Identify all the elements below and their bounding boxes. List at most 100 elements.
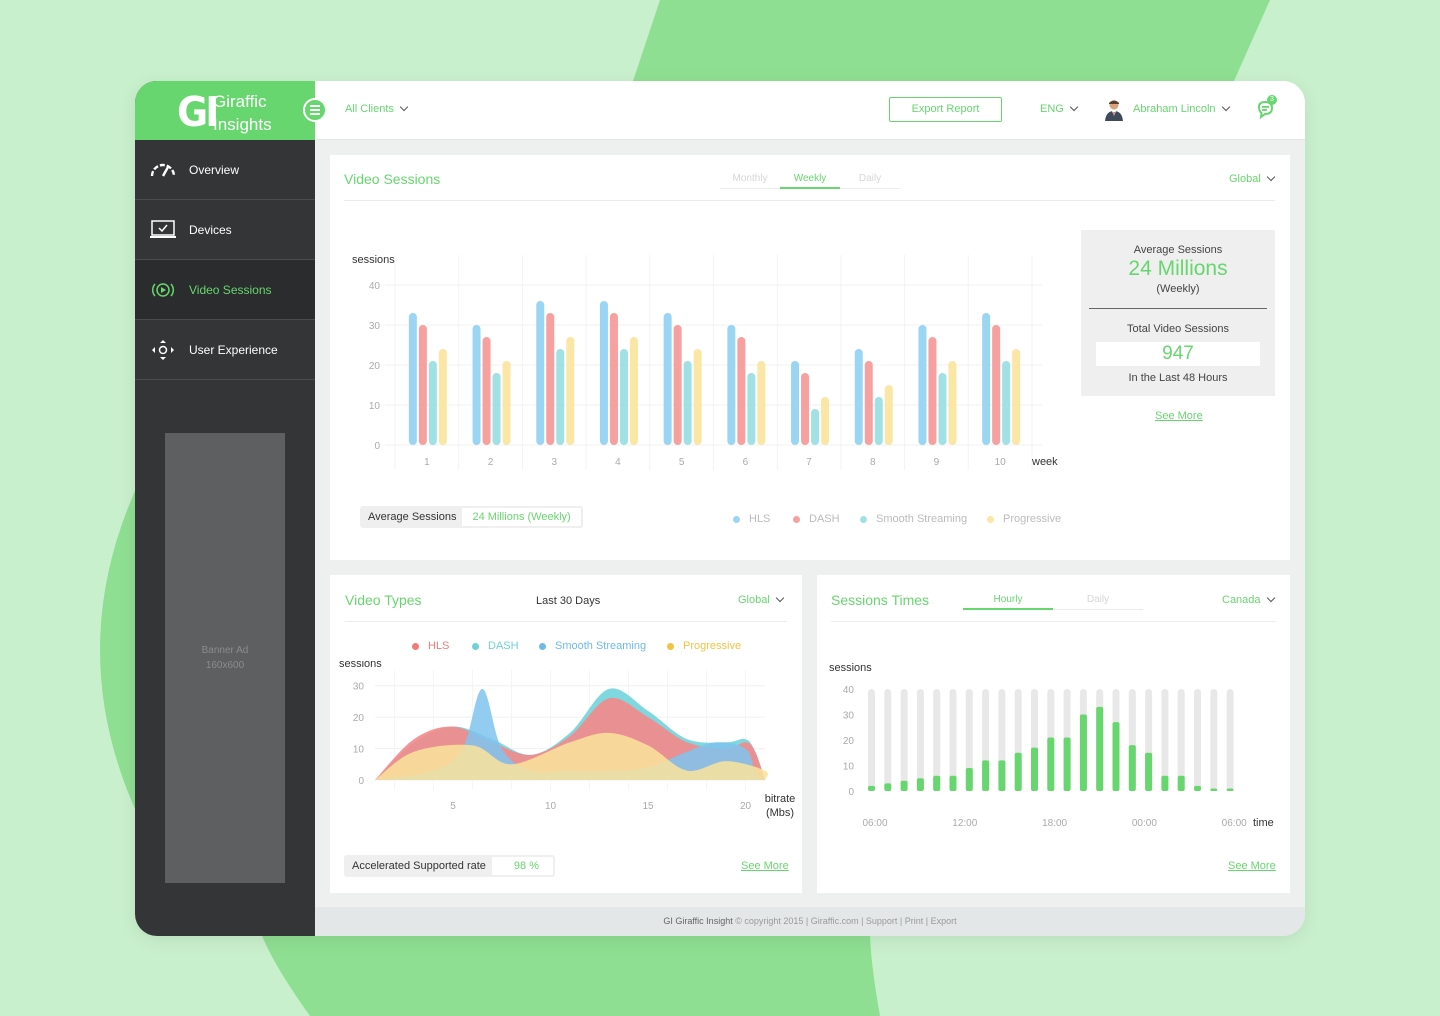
bar-track xyxy=(1210,689,1218,791)
sidebar-item-user-experience[interactable]: User Experience xyxy=(135,320,315,380)
total-sessions-label: Total Video Sessions xyxy=(1127,323,1229,335)
language-label: ENG xyxy=(1040,103,1064,115)
see-more-link[interactable]: See More xyxy=(1155,410,1203,422)
see-more-link[interactable]: See More xyxy=(741,860,789,872)
bar-hls xyxy=(408,313,417,445)
x-tick-label: 9 xyxy=(934,457,940,468)
bar-hls xyxy=(663,313,672,445)
sidebar-item-devices[interactable]: Devices xyxy=(135,200,315,260)
tab-weekly[interactable]: Weekly xyxy=(780,173,840,189)
laptop-check-icon xyxy=(150,219,176,241)
notifications-button[interactable]: 3 xyxy=(1255,95,1279,122)
x-tick-label: 4 xyxy=(615,457,621,468)
tab-hourly[interactable]: Hourly xyxy=(963,594,1053,610)
bar-smooth-streaming xyxy=(1002,361,1011,445)
legend-dash: DASH xyxy=(472,640,519,652)
bar-progressive xyxy=(821,397,830,445)
bar-fill xyxy=(1079,714,1087,791)
sidebar-item-label: Video Sessions xyxy=(189,282,272,297)
video-types-title: Video Types xyxy=(345,592,422,608)
bar-hls xyxy=(982,313,991,445)
logo[interactable]: GI Giraffic Insights xyxy=(135,81,315,140)
bar-smooth-streaming xyxy=(619,349,628,445)
accelerated-rate-pill: Accelerated Supported rate 98 % xyxy=(344,855,555,877)
bar-track xyxy=(1161,689,1169,791)
bar-track xyxy=(1194,689,1201,791)
bar-progressive xyxy=(884,385,893,445)
legend-label: Progressive xyxy=(683,640,742,652)
chevron-down-icon xyxy=(1266,593,1275,603)
bar-fill xyxy=(1161,775,1169,791)
bar-dash xyxy=(801,373,810,445)
bar-fill xyxy=(1177,775,1185,791)
bar-track xyxy=(884,689,892,791)
legend-label: HLS xyxy=(428,640,450,652)
sidebar-item-overview[interactable]: Overview xyxy=(135,140,315,200)
bar-fill xyxy=(998,760,1006,791)
x-tick-label: 12:00 xyxy=(952,818,977,829)
legend-hls: HLS xyxy=(412,640,449,652)
bar-fill xyxy=(916,778,924,791)
export-report-button[interactable]: Export Report xyxy=(889,97,1002,122)
tab-daily[interactable]: Daily xyxy=(858,173,882,184)
video-sessions-title: Video Sessions xyxy=(344,171,441,187)
region-label: Global xyxy=(738,594,770,606)
bar-dash xyxy=(992,325,1001,445)
area-progressive xyxy=(375,732,768,780)
sessions-times-title: Sessions Times xyxy=(831,592,930,608)
notification-badge: 3 xyxy=(1267,95,1277,105)
language-dropdown[interactable]: ENG xyxy=(1040,102,1079,115)
menu-toggle-button[interactable] xyxy=(303,98,327,122)
bar-track xyxy=(965,689,973,791)
x-tick-label: 00:00 xyxy=(1132,818,1157,829)
tab-monthly[interactable]: Monthly xyxy=(732,173,768,184)
footer-text[interactable]: © copyright 2015 | Giraffic.com | Suppor… xyxy=(735,916,957,926)
banner-ad[interactable]: Banner Ad 160x600 xyxy=(165,433,285,883)
banner-ad-label: Banner Ad xyxy=(201,645,249,656)
bar-fill xyxy=(1226,788,1234,791)
x-tick-label: 8 xyxy=(870,457,876,468)
logo-line1: Giraffic xyxy=(213,92,267,111)
logo-mark: GI xyxy=(177,88,219,136)
region-label: Global xyxy=(1229,173,1261,185)
region-dropdown[interactable]: Global xyxy=(738,593,785,606)
clients-dropdown-label: All Clients xyxy=(345,103,394,115)
x-tick-label: 1 xyxy=(424,457,430,468)
bar-fill xyxy=(1096,706,1104,791)
user-menu[interactable]: Abraham Lincoln xyxy=(1133,102,1230,115)
tab-daily[interactable]: Daily xyxy=(1086,594,1110,605)
x-tick-label: 7 xyxy=(806,457,812,468)
total-sessions-period: In the Last 48 Hours xyxy=(1128,372,1228,384)
clients-dropdown[interactable]: All Clients xyxy=(345,102,409,115)
bar-dash xyxy=(546,313,555,445)
bar-smooth-streaming xyxy=(683,361,692,445)
x-tick-label: 2 xyxy=(488,457,494,468)
app-window: GI Giraffic Insights Overview Devices Vi… xyxy=(135,81,1305,936)
pill-value: 98 % xyxy=(491,857,553,875)
region-dropdown[interactable]: Canada xyxy=(1222,593,1275,606)
bar-fill xyxy=(1194,785,1201,791)
legend-progressive: Progressive xyxy=(987,513,1061,525)
legend-label: Smooth Streaming xyxy=(555,640,647,652)
average-sessions-pill: Average Sessions 24 Millions (Weekly) xyxy=(360,506,583,528)
bar-hls xyxy=(918,325,927,445)
footer-brand: GI Giraffic Insight xyxy=(663,916,733,926)
x-axis-label: week xyxy=(1031,456,1058,468)
bar-track xyxy=(933,689,941,791)
x-tick-label: 06:00 xyxy=(1222,818,1247,829)
see-more-link[interactable]: See More xyxy=(1228,860,1276,872)
bar-smooth-streaming xyxy=(874,397,883,445)
region-dropdown[interactable]: Global xyxy=(1229,172,1276,185)
sidebar-item-label: Overview xyxy=(189,162,240,177)
bar-smooth-streaming xyxy=(747,373,756,445)
y-tick-label: 20 xyxy=(353,713,365,724)
bar-smooth-streaming xyxy=(556,349,565,445)
user-avatar[interactable] xyxy=(1104,99,1124,121)
x-tick-label: 3 xyxy=(551,457,557,468)
sidebar-item-video-sessions[interactable]: Video Sessions xyxy=(135,260,315,320)
total-sessions-value: 947 xyxy=(1096,342,1260,366)
bar-hls xyxy=(727,325,736,445)
bar-progressive xyxy=(566,337,575,445)
legend-label: DASH xyxy=(488,640,519,652)
